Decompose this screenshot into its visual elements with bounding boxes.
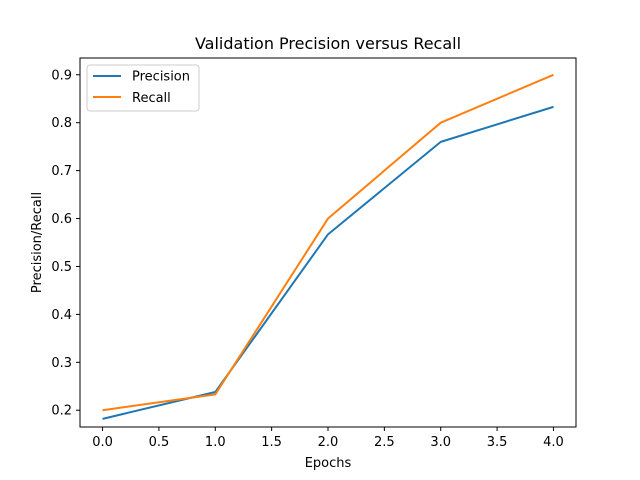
y-tick-label: 0.4 xyxy=(51,308,72,323)
x-tick-label: 1.5 xyxy=(261,435,282,450)
y-axis: 0.2 0.3 0.4 0.5 0.6 0.7 0.8 0.9 xyxy=(51,68,80,419)
x-tick-label: 1.0 xyxy=(205,435,226,450)
y-tick-label: 0.9 xyxy=(51,68,72,83)
legend-label-recall: Recall xyxy=(132,91,171,106)
y-tick-label: 0.2 xyxy=(51,404,72,419)
plot-area xyxy=(80,58,576,427)
x-tick-label: 0.5 xyxy=(149,435,170,450)
y-tick-label: 0.8 xyxy=(51,116,72,131)
y-tick-label: 0.6 xyxy=(51,212,72,227)
x-axis: 0.0 0.5 1.0 1.5 2.0 2.5 3.0 3.5 4.0 xyxy=(92,427,564,450)
x-tick-label: 3.5 xyxy=(487,435,508,450)
y-tick-label: 0.3 xyxy=(51,356,72,371)
x-tick-label: 2.0 xyxy=(318,435,339,450)
x-tick-label: 0.0 xyxy=(92,435,113,450)
x-tick-label: 2.5 xyxy=(374,435,395,450)
x-axis-label: Epochs xyxy=(305,456,352,471)
x-tick-label: 3.0 xyxy=(430,435,451,450)
chart-title: Validation Precision versus Recall xyxy=(195,34,461,53)
y-axis-label: Precision/Recall xyxy=(30,192,45,293)
y-tick-label: 0.7 xyxy=(51,164,72,179)
y-tick-label: 0.5 xyxy=(51,260,72,275)
legend-label-precision: Precision xyxy=(132,70,190,85)
series-layer xyxy=(102,73,554,420)
x-tick-label: 4.0 xyxy=(543,435,564,450)
plot-frame xyxy=(79,57,577,428)
legend: Precision Recall xyxy=(86,64,200,112)
